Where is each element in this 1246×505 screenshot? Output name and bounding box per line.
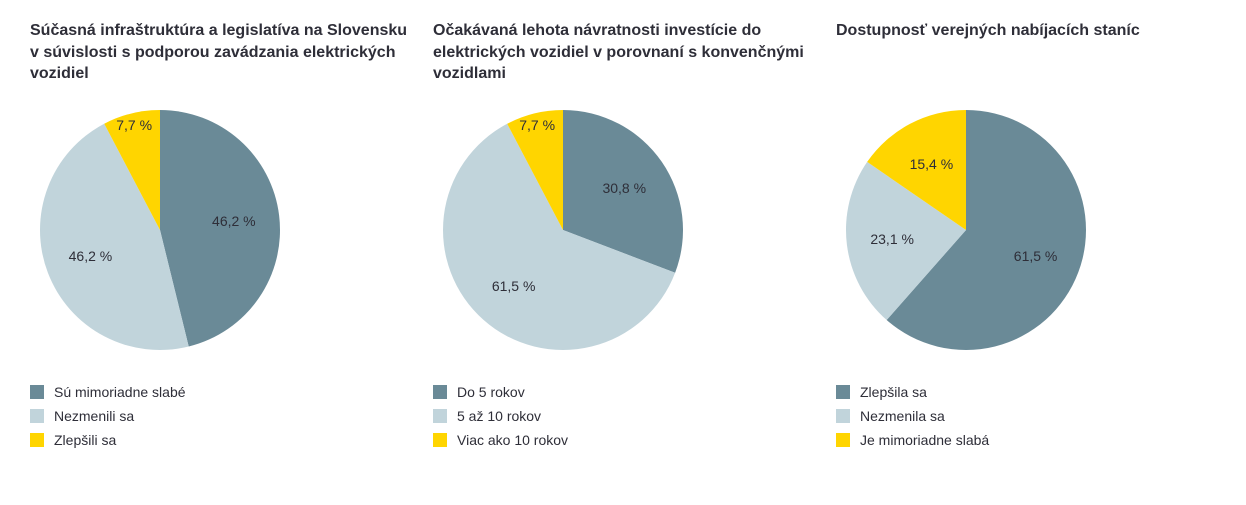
legend-label: Zlepšili sa bbox=[54, 432, 116, 448]
legend-item: Je mimoriadne slabá bbox=[836, 432, 1216, 448]
chart-title: Dostupnosť verejných nabíjacích staníc bbox=[836, 20, 1216, 90]
legend-infrastructure: Sú mimoriadne slabé Nezmenili sa Zlepšili … bbox=[30, 384, 410, 448]
charts-row: Súčasná infraštruktúra a legislatíva na … bbox=[0, 0, 1246, 505]
legend-label: Je mimoriadne slabá bbox=[860, 432, 989, 448]
legend-swatch bbox=[30, 433, 44, 447]
panel-charging: Dostupnosť verejných nabíjacích staníc 6… bbox=[836, 20, 1216, 485]
legend-label: Nezmenili sa bbox=[54, 408, 134, 424]
pie-infrastructure: 46,2 %46,2 %7,7 % bbox=[30, 100, 290, 360]
legend-label: Viac ako 10 rokov bbox=[457, 432, 568, 448]
legend-swatch bbox=[433, 385, 447, 399]
legend-swatch bbox=[433, 409, 447, 423]
legend-swatch bbox=[433, 433, 447, 447]
legend-item: Nezmenila sa bbox=[836, 408, 1216, 424]
legend-item: Zlepšili sa bbox=[30, 432, 410, 448]
legend-label: Do 5 rokov bbox=[457, 384, 525, 400]
panel-payback: Očakávaná lehota návratnosti investície … bbox=[433, 20, 813, 485]
legend-swatch bbox=[836, 409, 850, 423]
legend-label: Nezmenila sa bbox=[860, 408, 945, 424]
panel-infrastructure: Súčasná infraštruktúra a legislatíva na … bbox=[30, 20, 410, 485]
legend-swatch bbox=[30, 385, 44, 399]
chart-title: Očakávaná lehota návratnosti investície … bbox=[433, 20, 813, 90]
legend-item: Sú mimoriadne slabé bbox=[30, 384, 410, 400]
legend-swatch bbox=[836, 433, 850, 447]
legend-payback: Do 5 rokov 5 až 10 rokov Viac ako 10 rokov bbox=[433, 384, 813, 448]
legend-charging: Zlepšila sa Nezmenila sa Je mimoriadne sla… bbox=[836, 384, 1216, 448]
chart-title: Súčasná infraštruktúra a legislatíva na … bbox=[30, 20, 410, 90]
legend-item: Nezmenili sa bbox=[30, 408, 410, 424]
pie-charging: 61,5 %23,1 %15,4 % bbox=[836, 100, 1096, 360]
legend-item: Viac ako 10 rokov bbox=[433, 432, 813, 448]
legend-label: Sú mimoriadne slabé bbox=[54, 384, 186, 400]
pie-payback: 30,8 %61,5 %7,7 % bbox=[433, 100, 693, 360]
legend-label: 5 až 10 rokov bbox=[457, 408, 541, 424]
legend-item: Do 5 rokov bbox=[433, 384, 813, 400]
legend-label: Zlepšila sa bbox=[860, 384, 927, 400]
legend-item: 5 až 10 rokov bbox=[433, 408, 813, 424]
legend-item: Zlepšila sa bbox=[836, 384, 1216, 400]
legend-swatch bbox=[836, 385, 850, 399]
legend-swatch bbox=[30, 409, 44, 423]
